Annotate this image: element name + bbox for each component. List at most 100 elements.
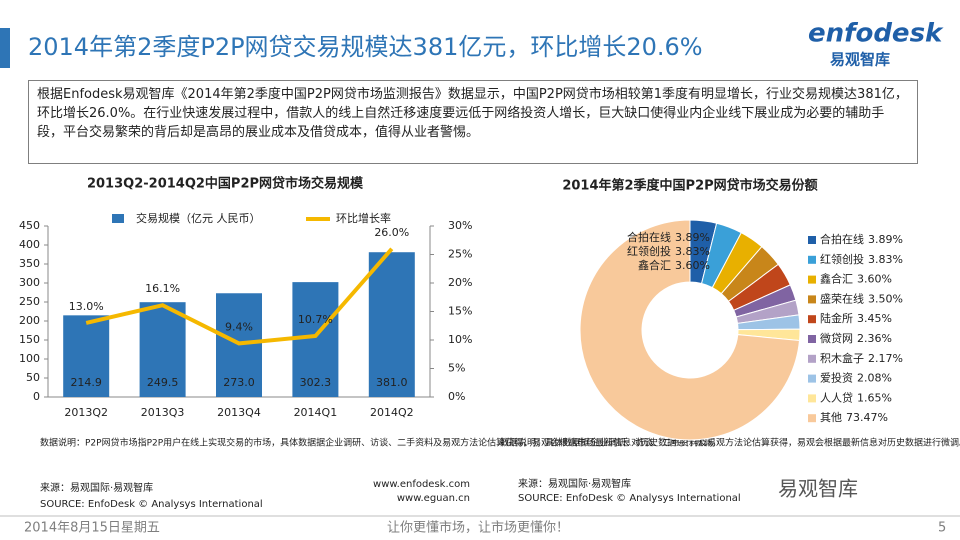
y2-tick-label: 15% — [448, 305, 472, 318]
callout-value: 3.60% — [675, 259, 710, 272]
callout-name: 合拍在线 — [627, 230, 671, 244]
legend-swatch — [808, 295, 816, 304]
legend-name: 爱投资 — [820, 371, 853, 385]
legend-label: 鑫合汇 3.60% — [820, 272, 892, 286]
y-tick-label: 150 — [19, 333, 40, 346]
chart-title: 2014年第2季度中国P2P网贷市场交易份额 — [562, 178, 817, 194]
bar — [368, 252, 415, 397]
legend-label: 交易规模（亿元 人民币） — [136, 211, 261, 225]
bar — [292, 282, 339, 397]
y-tick-label: 50 — [26, 371, 40, 384]
legend-label: 盛荣在线 3.50% — [820, 291, 903, 305]
bar-value-label: 249.5 — [147, 376, 179, 389]
page-number: 5 — [938, 521, 946, 536]
y-tick-label: 300 — [19, 276, 40, 289]
legend-swatch — [808, 275, 816, 284]
footer-date: 2014年8月15日星期五 — [24, 521, 160, 536]
line — [85, 247, 394, 346]
legend-swatch — [808, 394, 816, 403]
bar-value-label: 381.0 — [376, 376, 408, 389]
legend-value: 3.45% — [857, 312, 892, 325]
legend-name: 积木盒子 — [820, 351, 864, 365]
source-en: SOURCE: EnfoDesk © Analysys Internationa… — [40, 499, 263, 510]
callout: 鑫合汇 3.60% — [638, 258, 710, 272]
y-tick-label: 350 — [19, 257, 40, 270]
bar — [139, 302, 186, 397]
legend-value: 2.36% — [857, 332, 892, 345]
source: 来源：易观国际·易观智库 — [40, 481, 153, 494]
callout-value: 3.83% — [675, 245, 710, 258]
legend-name: 陆金所 — [820, 311, 853, 325]
pie-slice — [579, 219, 801, 441]
x-tick-label: 2013Q4 — [217, 406, 261, 419]
callout-name: 鑫合汇 — [638, 258, 671, 272]
y-tick-label: 0 — [33, 390, 40, 403]
legend-label: 积木盒子 2.17% — [820, 351, 903, 365]
slogan: 让你更懂市场，让市场更懂你！ — [387, 520, 569, 536]
legend-label: 人人贷 1.65% — [820, 390, 892, 404]
y-tick-label: 200 — [19, 314, 40, 327]
callout: 红领创投 3.83% — [627, 244, 710, 258]
line-value-label: 26.0% — [374, 226, 409, 239]
legend-name: 合拍在线 — [820, 232, 864, 246]
line-value-label: 16.1% — [145, 282, 180, 295]
y2-tick-label: 25% — [448, 248, 472, 261]
legend-swatch — [808, 374, 816, 383]
legend-label: 其他 73.47% — [820, 411, 888, 424]
page-title: 2014年第2季度P2P网贷交易规模达381亿元，环比增长20.6% — [28, 33, 703, 61]
y-tick-label: 450 — [19, 219, 40, 232]
legend-swatch — [112, 214, 124, 223]
legend-swatch — [808, 255, 816, 264]
x-tick-label: 2013Q2 — [64, 406, 108, 419]
legend-label: 陆金所 3.45% — [820, 311, 892, 325]
y2-tick-label: 10% — [448, 333, 472, 346]
y2-tick-label: 20% — [448, 276, 472, 289]
legend-swatch — [808, 354, 816, 363]
legend-name: 微贷网 — [820, 331, 853, 345]
legend-name: 人人贷 — [820, 390, 853, 404]
callout-value: 3.89% — [675, 231, 710, 244]
logo: enfodesk — [808, 19, 944, 49]
legend-value: 3.83% — [868, 253, 903, 266]
y-tick-label: 250 — [19, 295, 40, 308]
legend-name: 鑫合汇 — [820, 272, 853, 286]
accent-bar — [0, 28, 10, 68]
y-tick-label: 100 — [19, 352, 40, 365]
legend-value: 73.47% — [846, 411, 888, 424]
legend-label: 合拍在线 3.89% — [820, 232, 903, 246]
x-tick-label: 2014Q1 — [294, 406, 338, 419]
line-value-label: 10.7% — [298, 313, 333, 326]
y-tick-label: 400 — [19, 238, 40, 251]
wechat: 易观智库 — [778, 477, 858, 501]
url: www.enfodesk.com — [373, 479, 470, 490]
legend-label: 微贷网 2.36% — [820, 331, 892, 345]
note: 数据说明：P2P网贷市场指P2P用户在线上实现交易的市场，具体数据据企业调研、访… — [40, 437, 721, 449]
bar-value-label: 302.3 — [300, 376, 332, 389]
legend-name: 其他 — [820, 411, 842, 424]
legend-value: 3.60% — [857, 273, 892, 286]
legend-name: 红领创投 — [820, 252, 864, 266]
legend-swatch — [808, 414, 816, 423]
y2-tick-label: 30% — [448, 219, 472, 232]
legend-swatch — [808, 315, 816, 324]
legend-value: 3.89% — [868, 233, 903, 246]
bar-value-label: 214.9 — [70, 376, 102, 389]
legend-name: 盛荣在线 — [820, 291, 864, 305]
callout: 合拍在线 3.89% — [627, 230, 710, 244]
x-tick-label: 2013Q3 — [141, 406, 185, 419]
legend-value: 2.08% — [857, 372, 892, 385]
bar-value-label: 273.0 — [223, 376, 255, 389]
y2-tick-label: 5% — [448, 362, 465, 375]
callout-name: 红领创投 — [627, 244, 671, 258]
chart-title: 2013Q2-2014Q2中国P2P网贷市场交易规模 — [87, 176, 364, 192]
legend-value: 2.17% — [868, 352, 903, 365]
logo-sub: 易观智库 — [830, 51, 890, 69]
legend-value: 1.65% — [857, 391, 892, 404]
legend-label: 环比增长率 — [336, 211, 391, 225]
line-value-label: 13.0% — [69, 300, 104, 313]
legend-label: 红领创投 3.83% — [820, 252, 903, 266]
legend-label: 爱投资 2.08% — [820, 371, 892, 385]
intro-text: 根据Enfodesk易观智库《2014年第2季度中国P2P网贷市场监测报告》数据… — [28, 80, 918, 164]
bar — [63, 315, 110, 397]
